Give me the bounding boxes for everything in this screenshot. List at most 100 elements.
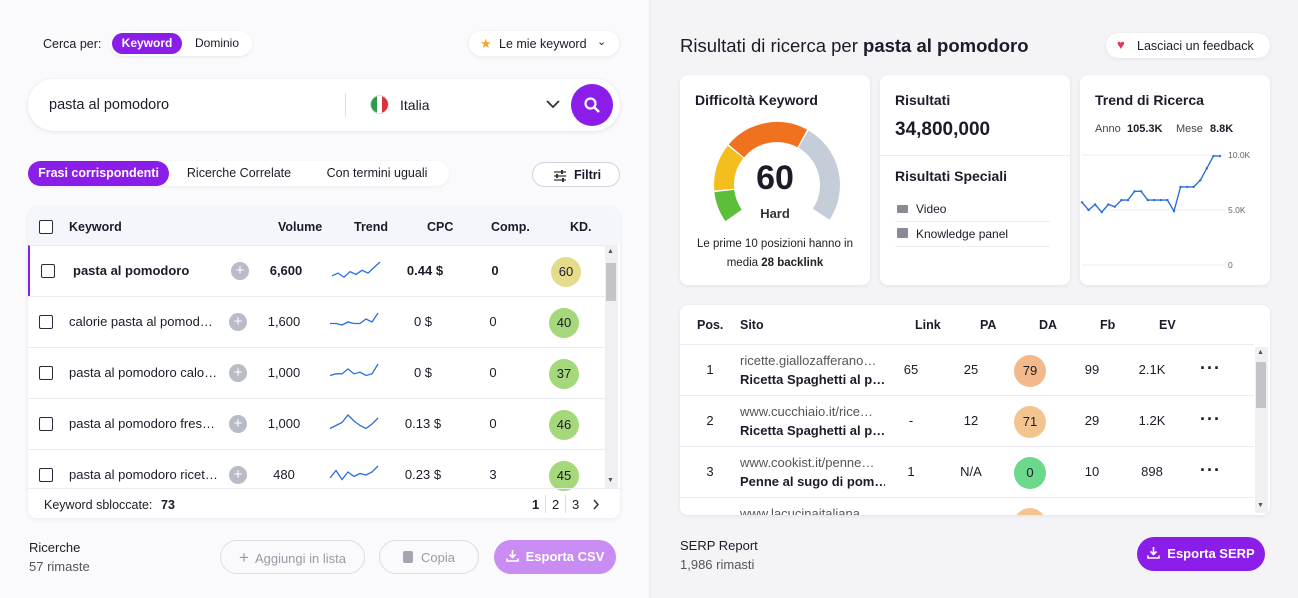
pa-cell: 25 — [963, 362, 979, 377]
col-pa[interactable]: PA — [980, 318, 997, 332]
select-all-checkbox[interactable] — [39, 220, 53, 234]
mode-domain-option[interactable]: Dominio — [194, 36, 239, 50]
search-input[interactable]: pasta al pomodoro — [49, 97, 170, 113]
keyword-cell[interactable]: pasta al pomodoro fres… — [69, 416, 215, 431]
feedback-button[interactable]: ♥ Lasciaci un feedback — [1106, 33, 1270, 58]
site-url[interactable]: ricette.giallozafferano… — [740, 353, 877, 368]
difficulty-note-backlinks: 28 backlink — [761, 257, 824, 269]
my-keywords-button[interactable]: ★ Le mie keyword ⌄ — [469, 31, 619, 56]
row-checkbox[interactable] — [39, 468, 53, 482]
site-title[interactable]: Penne al sugo di pom… — [740, 474, 885, 489]
chevron-down-icon[interactable] — [546, 99, 560, 109]
serp-row[interactable]: 3 www.cookist.it/penne… Penne al sugo di p… — [680, 446, 1254, 497]
page-3[interactable]: 3 — [572, 497, 580, 512]
site-url[interactable]: www.lacucinaitaliana… — [740, 506, 873, 515]
scroll-down-icon[interactable]: ▼ — [1257, 502, 1264, 509]
col-kd[interactable]: KD. — [570, 220, 592, 234]
comp-cell: 0 — [489, 314, 497, 329]
cpc-cell: 0 $ — [413, 314, 433, 329]
add-keyword-icon[interactable]: + — [229, 466, 247, 484]
filter-sliders-icon — [554, 170, 566, 182]
tab-matching-phrases[interactable]: Frasi corrispondenti — [28, 161, 169, 186]
copy-button[interactable]: Copia — [379, 540, 479, 574]
page-1[interactable]: 1 — [532, 497, 540, 512]
add-keyword-icon[interactable]: + — [229, 313, 247, 331]
site-title[interactable]: Ricetta Spaghetti al p… — [740, 372, 885, 387]
cpc-cell: 0.44 $ — [406, 263, 444, 278]
trend-point — [1093, 203, 1097, 206]
scroll-up-icon[interactable]: ▲ — [1257, 349, 1264, 356]
scrollbar-thumb[interactable] — [606, 263, 616, 301]
more-options-icon[interactable]: ··· — [1200, 409, 1221, 429]
trend-point — [1126, 198, 1130, 202]
fb-cell: 10 — [1084, 464, 1100, 479]
export-serp-button[interactable]: Esporta SERP — [1137, 537, 1265, 571]
page-2[interactable]: 2 — [552, 497, 560, 512]
results-card: Risultati 34,800,000 Risultati Speciali … — [880, 75, 1070, 285]
row-checkbox[interactable] — [39, 315, 53, 329]
trend-point — [1113, 205, 1117, 208]
serp-scrollbar[interactable]: ▲ ▼ — [1255, 347, 1268, 513]
table-row[interactable]: pasta al pomodoro ricet… +480 0.23 $ 3 45 — [28, 449, 605, 500]
more-options-icon[interactable]: ··· — [1200, 460, 1221, 480]
col-fb[interactable]: Fb — [1100, 318, 1116, 332]
feedback-label: Lasciaci un feedback — [1137, 39, 1254, 53]
col-ev[interactable]: EV — [1159, 318, 1176, 332]
country-select[interactable]: Italia — [400, 97, 430, 113]
serp-row[interactable]: 2 www.cucchiaio.it/rice… Ricetta Spaghetti… — [680, 395, 1254, 446]
da-badge: 0 — [1014, 457, 1046, 489]
panel-divider — [649, 0, 651, 598]
site-title[interactable]: Ricetta Spaghetti al p… — [740, 423, 885, 438]
table-row[interactable]: pasta al pomodoro calo… +1,000 0 $ 0 37 — [28, 347, 605, 398]
keyword-cell[interactable]: pasta al pomodoro ricet… — [69, 467, 218, 482]
special-video: Video — [916, 202, 947, 216]
list-divider — [895, 246, 1050, 247]
site-url[interactable]: www.cookist.it/penne… — [740, 455, 875, 470]
keyword-cell[interactable]: pasta al pomodoro calo… — [69, 365, 218, 380]
difficulty-note-text: Le prime 10 posizioni hanno in media — [697, 238, 853, 269]
keyword-cell[interactable]: pasta al pomodoro — [73, 263, 190, 278]
results-title-query: pasta al pomodoro — [863, 35, 1029, 56]
scrollbar-thumb[interactable] — [1256, 362, 1266, 408]
volume-cell: 1,000 — [267, 416, 301, 431]
page-separator — [545, 495, 546, 513]
sparkline-line — [329, 414, 379, 430]
col-da[interactable]: DA — [1039, 318, 1058, 332]
col-volume[interactable]: Volume — [278, 220, 323, 234]
cpc-cell: 0.23 $ — [404, 467, 442, 482]
tab-same-terms[interactable]: Con termini uguali — [326, 166, 428, 180]
row-checkbox[interactable] — [39, 417, 53, 431]
col-comp[interactable]: Comp. — [491, 220, 530, 234]
col-link[interactable]: Link — [915, 318, 941, 332]
trend-month-label: Mese — [1176, 123, 1203, 135]
scroll-up-icon[interactable]: ▲ — [607, 248, 614, 255]
scroll-down-icon[interactable]: ▼ — [607, 477, 614, 484]
col-keyword[interactable]: Keyword — [69, 220, 122, 234]
serp-row[interactable]: 4www.lacucinaitaliana… — [680, 497, 1254, 515]
search-button[interactable] — [571, 84, 613, 126]
mode-keyword-option[interactable]: Keyword — [112, 33, 182, 54]
serp-row[interactable]: 1 ricette.giallozafferano… Ricetta Spaghet… — [680, 344, 1254, 395]
chevron-right-icon[interactable] — [592, 499, 600, 510]
table-row[interactable]: calorie pasta al pomod… +1,600 0 $ 0 40 — [28, 296, 605, 347]
row-checkbox[interactable] — [39, 366, 53, 380]
card-divider — [880, 155, 1070, 156]
table-row[interactable]: pasta al pomodoro +6,600 0.44 $ 0 60 — [28, 245, 605, 296]
table-row[interactable]: pasta al pomodoro fres… +1,000 0.13 $ 0 46 — [28, 398, 605, 449]
more-options-icon[interactable]: ··· — [1200, 358, 1221, 378]
trend-point — [1166, 198, 1169, 202]
row-checkbox[interactable] — [41, 264, 55, 278]
filters-button[interactable]: Filtri — [532, 162, 620, 187]
trend-sparkline — [330, 312, 379, 326]
tab-related-searches[interactable]: Ricerche Correlate — [186, 166, 292, 180]
add-keyword-icon[interactable]: + — [229, 364, 247, 382]
add-to-list-button[interactable]: + Aggiungi in lista — [220, 540, 365, 574]
export-csv-button[interactable]: Esporta CSV — [494, 540, 616, 574]
site-url[interactable]: www.cucchiaio.it/rice… — [740, 404, 873, 419]
keyword-cell[interactable]: calorie pasta al pomod… — [69, 314, 213, 329]
table-scrollbar[interactable]: ▲ ▼ — [605, 245, 618, 488]
col-cpc[interactable]: CPC — [427, 220, 454, 234]
trend-axis-label: 10.0K — [1228, 150, 1251, 160]
add-keyword-icon[interactable]: + — [229, 415, 247, 433]
add-keyword-icon[interactable]: + — [231, 262, 249, 280]
